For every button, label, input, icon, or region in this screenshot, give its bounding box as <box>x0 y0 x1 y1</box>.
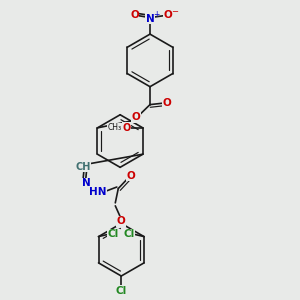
Text: N: N <box>146 14 154 24</box>
Text: +: + <box>153 10 159 19</box>
Text: O: O <box>127 171 135 181</box>
Text: Cl: Cl <box>108 229 119 239</box>
Text: N: N <box>82 178 91 188</box>
Text: CH₃: CH₃ <box>107 123 122 132</box>
Text: O: O <box>122 123 130 133</box>
Text: O: O <box>162 98 171 108</box>
Text: O: O <box>164 10 172 20</box>
Text: O: O <box>131 112 140 122</box>
Text: CH: CH <box>75 162 91 172</box>
Text: O: O <box>117 216 126 226</box>
Text: −: − <box>171 7 178 16</box>
Text: Cl: Cl <box>124 229 135 239</box>
Text: O: O <box>130 10 139 20</box>
Text: HN: HN <box>89 187 107 196</box>
Text: Cl: Cl <box>116 286 127 296</box>
